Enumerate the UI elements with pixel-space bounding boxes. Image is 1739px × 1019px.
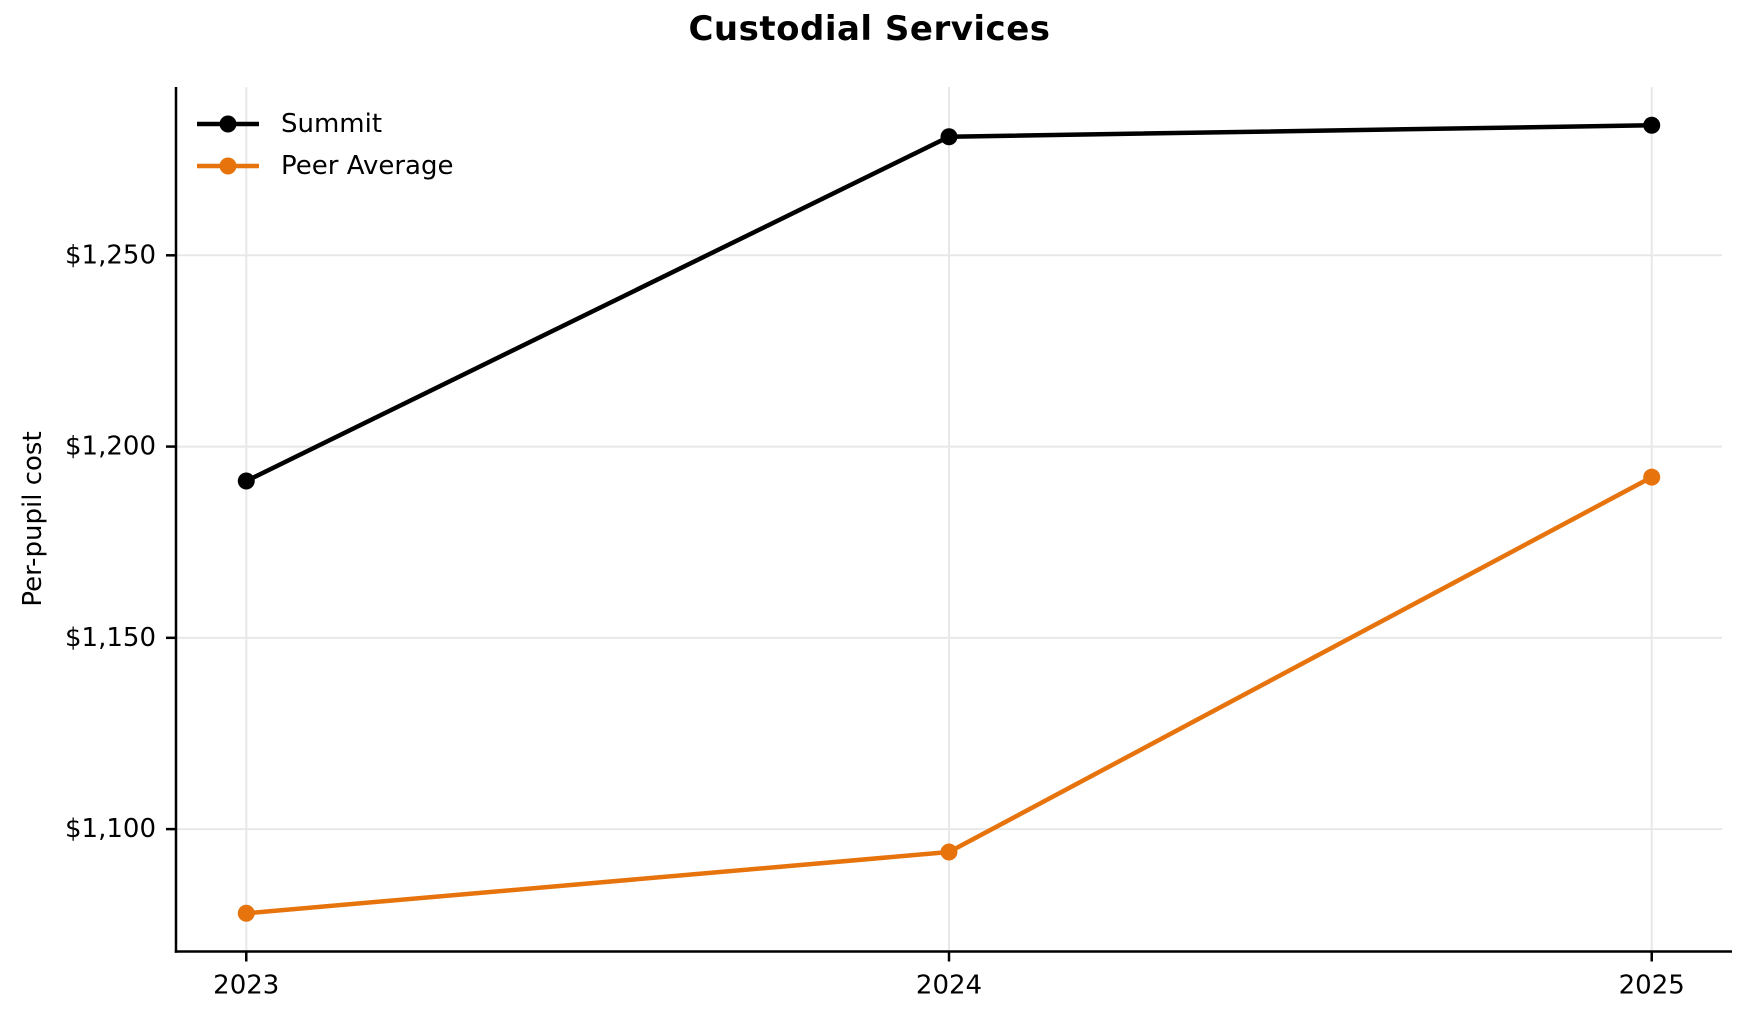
y-tick-label-1200: $1,200 — [65, 432, 156, 462]
legend-marker-peer-average — [219, 157, 237, 175]
legend-marker-summit — [219, 115, 237, 133]
y-tick-label-1250: $1,250 — [65, 240, 156, 270]
legend-item-peer-average: Peer Average — [197, 151, 453, 181]
x-tick-label-2023: 2023 — [213, 971, 279, 1001]
legend-label-peer-average: Peer Average — [281, 151, 453, 181]
chart-title: Custodial Services — [688, 9, 1051, 49]
data-point-summit-2024 — [940, 128, 958, 146]
y-tick-label-1100: $1,100 — [65, 814, 156, 844]
legend: Summit Peer Average — [197, 109, 453, 181]
legend-item-summit: Summit — [197, 109, 382, 139]
data-point-peer-average-2024 — [940, 843, 958, 861]
data-point-peer-average-2023 — [237, 904, 255, 922]
y-tick-label-1150: $1,150 — [65, 623, 156, 653]
x-tick-label-2025: 2025 — [1619, 971, 1685, 1001]
legend-label-summit: Summit — [281, 109, 382, 139]
data-point-summit-2025 — [1643, 116, 1661, 134]
data-point-summit-2023 — [237, 472, 255, 490]
data-point-peer-average-2025 — [1643, 468, 1661, 486]
x-tick-label-2024: 2024 — [916, 971, 982, 1001]
